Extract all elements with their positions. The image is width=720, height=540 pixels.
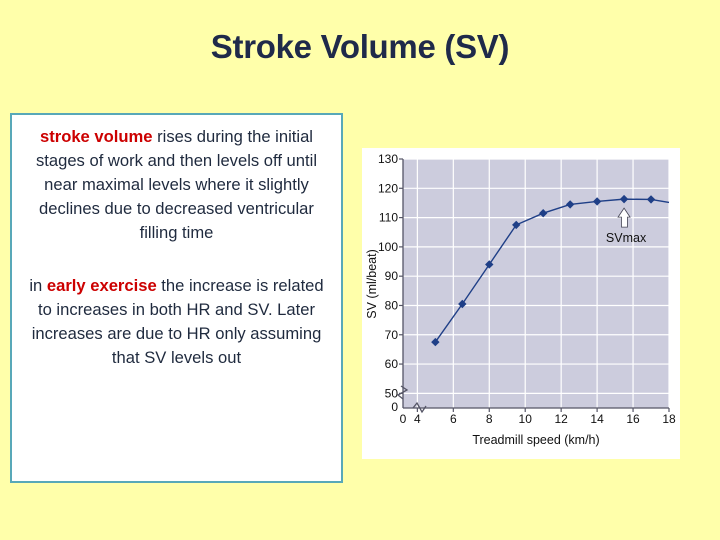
x-tick-8: 8 — [486, 412, 493, 426]
y-tick-110: 110 — [379, 211, 398, 225]
chart-annotations: SVmax — [606, 207, 647, 245]
y-tick-60: 60 — [385, 357, 399, 371]
x-tick-0: 0 — [400, 412, 407, 426]
data-point-4 — [538, 208, 548, 218]
x-tick-6: 6 — [450, 412, 457, 426]
x-tick-10: 10 — [519, 412, 533, 426]
y-tick-120: 120 — [378, 181, 398, 195]
y-axis-title: SV (ml/beat) — [365, 249, 379, 318]
data-point-1 — [458, 299, 467, 309]
y-tick-130: 130 — [378, 152, 398, 166]
plot-area-background — [403, 159, 669, 408]
y-tick-90: 90 — [385, 269, 399, 283]
page-title: Stroke Volume (SV) — [210, 28, 510, 65]
axis-break-marks — [396, 385, 427, 414]
annotation-arrow-0 — [617, 207, 631, 228]
y-tick-80: 80 — [385, 298, 399, 312]
annotation-label-svmax: SVmax — [606, 231, 647, 245]
x-tick-14: 14 — [590, 412, 604, 426]
y-axis-break-icon — [396, 385, 409, 400]
paragraph-2-lead: in — [29, 276, 47, 296]
y-tick-100: 100 — [378, 240, 398, 254]
data-point-7 — [619, 194, 629, 204]
x-axis-tick-marks — [416, 408, 670, 412]
data-point-0 — [431, 337, 440, 347]
paragraph-early-exercise: in early exercise the increase is relate… — [24, 274, 329, 370]
y-tick-70: 70 — [385, 328, 399, 342]
data-point-2 — [485, 260, 494, 269]
data-point-3 — [512, 220, 521, 230]
chart-card: 0 50 60 70 80 90 100 110 120 130 0 4 6 8 10 12 14 16 18 S… — [362, 148, 680, 459]
axis-lines — [402, 159, 669, 409]
x-tick-12: 12 — [554, 412, 568, 426]
x-tick-16: 16 — [626, 412, 640, 426]
x-tick-18: 18 — [662, 412, 676, 426]
y-tick-0: 0 — [391, 400, 398, 414]
highlight-early-exercise: early exercise — [46, 276, 157, 296]
x-axis-tick-labels: 0 4 6 8 10 12 14 16 18 — [400, 412, 676, 426]
x-axis-break-icon — [412, 401, 427, 414]
paragraph-1-body: rises during the initial stages of work … — [35, 127, 318, 242]
paragraph-stroke-volume: stroke volume rises during the initial s… — [24, 125, 329, 244]
description-text-box: stroke volume rises during the initial s… — [10, 113, 343, 483]
x-tick-4: 4 — [414, 412, 421, 426]
paragraph-2-body: the increase is related to increases in … — [31, 276, 324, 368]
y-axis-tick-labels: 050 60 70 80 90 100 110 120 130 — [378, 152, 403, 414]
y-tick-50: 50 — [385, 386, 399, 400]
gridlines — [403, 158, 670, 408]
x-axis-title: Treadmill speed (km/h) — [472, 433, 599, 447]
highlight-stroke-volume: stroke volume — [39, 127, 153, 146]
